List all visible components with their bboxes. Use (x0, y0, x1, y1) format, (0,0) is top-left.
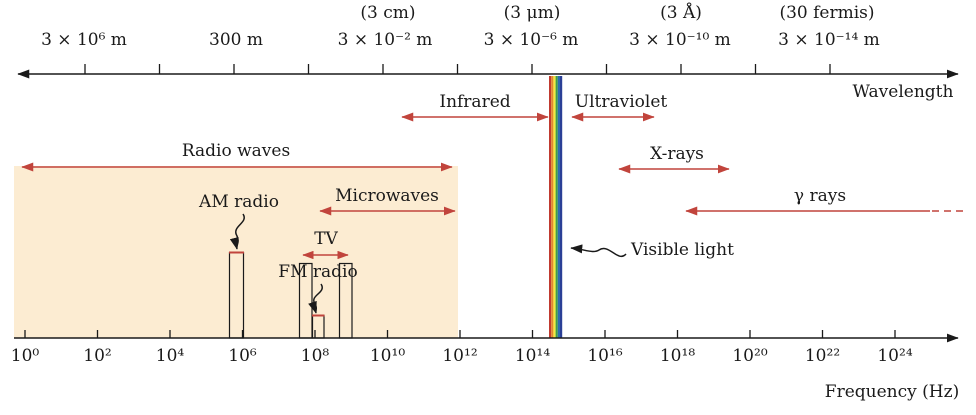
frequency-axis-ticks (24, 330, 896, 338)
tv-band-box-left (298, 262, 313, 339)
wavelength-paren-3um: (3 μm) (503, 3, 561, 23)
wavelength-tick-3e-10m: 3 × 10⁻¹⁰ m (629, 30, 731, 50)
gamma-rays-label: γ rays (793, 186, 847, 206)
freq-tick-10-6: 10⁶ (228, 346, 257, 366)
freq-tick-10-24: 10²⁴ (877, 346, 913, 366)
freq-tick-10-10: 10¹⁰ (369, 346, 406, 366)
visible-light-pointer-squiggle (570, 244, 627, 257)
freq-tick-10-14: 10¹⁴ (514, 346, 551, 366)
infrared-label: Infrared (439, 92, 511, 112)
ultraviolet-label: Ultraviolet (574, 92, 668, 112)
spectrum-stripe-red (549, 76, 552, 338)
x-rays-label: X-rays (650, 144, 704, 164)
freq-tick-10-0: 10⁰ (10, 346, 40, 366)
freq-tick-10-16: 10¹⁶ (587, 346, 623, 366)
freq-tick-10-22: 10²² (804, 346, 841, 366)
fm-radio-pointer-squiggle (308, 283, 323, 314)
wavelength-paren-3cm: (3 cm) (360, 3, 416, 23)
tv-band-box-right (338, 262, 353, 339)
am-radio-pointer-squiggle (229, 213, 245, 250)
spectrum-stripe-green (555, 76, 558, 338)
wavelength-tick-3e-14m: 3 × 10⁻¹⁴ m (778, 30, 880, 50)
wavelength-tick-3e-6m: 3 × 10⁻⁶ m (483, 30, 579, 50)
spectrum-stripe-blue (557, 76, 560, 338)
freq-tick-10-20: 10²⁰ (732, 346, 768, 366)
fm-radio-label: FM radio (278, 262, 358, 282)
wavelength-tick-3e-2m: 3 × 10⁻² m (337, 30, 433, 50)
wavelength-axis-title: Wavelength (852, 82, 954, 102)
visible-light-band (549, 76, 563, 338)
frequency-axis-title: Frequency (Hz) (824, 382, 960, 402)
wavelength-axis-ticks (84, 64, 831, 74)
freq-tick-10-4: 10⁴ (155, 346, 185, 366)
wavelength-paren-30fermis: (30 fermis) (779, 3, 875, 23)
spectrum-stripe-yellow (553, 76, 556, 338)
spectrum-stripe-orange (551, 76, 554, 338)
tv-label: TV (314, 229, 338, 249)
freq-tick-10-8: 10⁸ (300, 346, 330, 366)
wavelength-paren-3angstrom: (3 Å) (660, 3, 702, 23)
spectrum-stripe-violet (560, 76, 563, 338)
freq-tick-10-2: 10² (83, 346, 112, 366)
am-radio-label: AM radio (199, 192, 279, 212)
wavelength-tick-300m: 300 m (209, 30, 263, 50)
freq-tick-10-12: 10¹² (442, 346, 478, 366)
visible-light-label: Visible light (631, 240, 734, 260)
microwaves-label: Microwaves (335, 186, 439, 206)
wavelength-tick-3e6m: 3 × 10⁶ m (41, 30, 127, 50)
freq-tick-10-18: 10¹⁸ (659, 346, 696, 366)
radio-waves-label: Radio waves (181, 141, 291, 161)
